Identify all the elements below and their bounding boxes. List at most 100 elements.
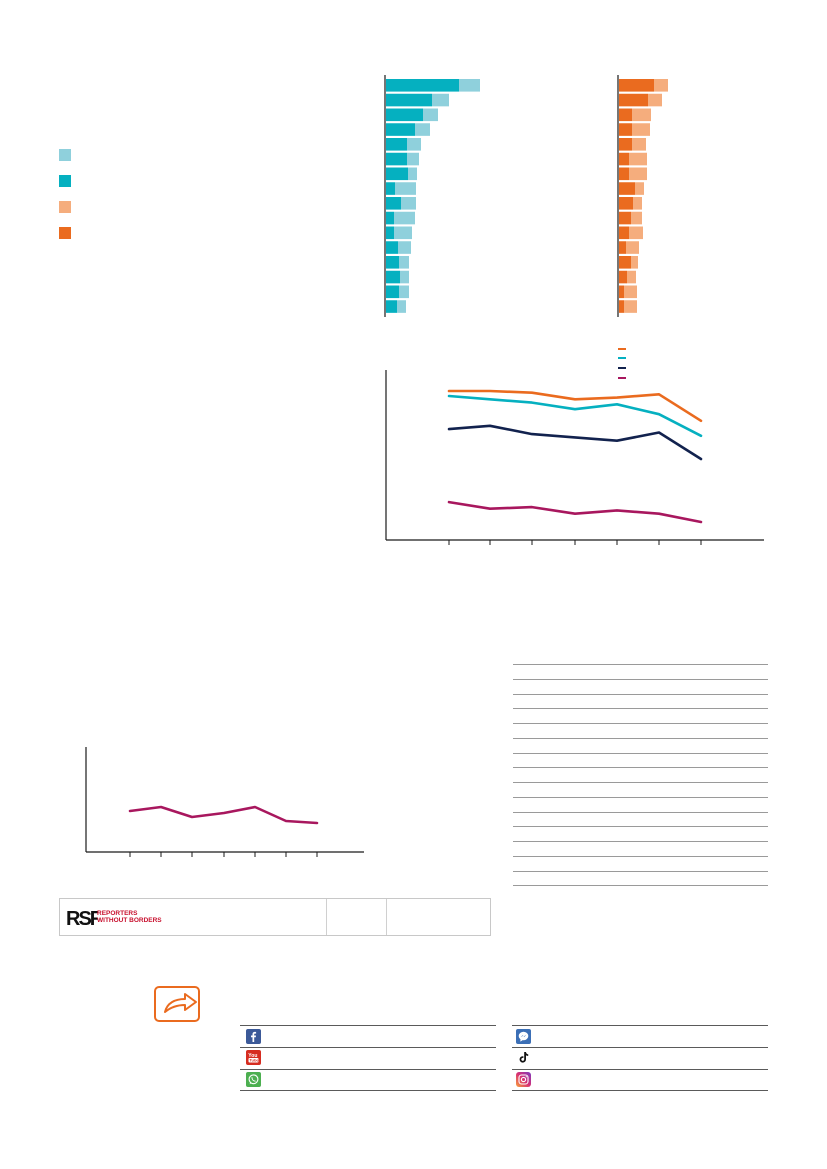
table-row-divider <box>513 826 768 828</box>
youtube-icon[interactable]: You Tube <box>246 1050 261 1065</box>
line-legend-navy <box>618 367 626 369</box>
orange-bar-6-seg-1 <box>619 152 629 166</box>
table-row-divider <box>513 678 768 680</box>
teal-bar-1-seg-1 <box>386 79 459 92</box>
orange-bar-10-seg-1 <box>619 211 631 225</box>
share-divider <box>512 1025 768 1026</box>
orange-bar-7-seg-2 <box>629 167 647 181</box>
line-series-4 <box>447 500 703 524</box>
teal-bar-9-seg-1 <box>386 197 401 210</box>
orange-bar-2-seg-2 <box>648 93 662 107</box>
table-row-divider <box>513 664 768 665</box>
orange-bar-2-seg-1 <box>619 93 648 107</box>
teal-bar-13-seg-1 <box>386 256 399 269</box>
orange-bar-3-seg-2 <box>632 108 651 122</box>
rsf-logo-mark: RSF <box>66 908 98 929</box>
table-row-divider <box>513 767 768 769</box>
table-row-divider <box>513 855 768 857</box>
teal-bar-4-seg-1 <box>386 123 415 136</box>
teal-bar-8-seg-1 <box>386 182 395 195</box>
line-series-3 <box>447 424 703 461</box>
orange-bar-4-seg-1 <box>619 123 632 136</box>
share-divider <box>240 1047 496 1048</box>
bar-chart-orange <box>617 75 668 317</box>
orange-bar-5-seg-2 <box>632 138 646 151</box>
share-divider <box>240 1090 496 1091</box>
messenger-icon[interactable] <box>516 1029 531 1044</box>
teal-bar-14-seg-1 <box>386 270 400 284</box>
teal-bar-14-seg-2 <box>400 270 409 284</box>
bar-chart-teal <box>384 75 480 317</box>
teal-bar-2-seg-1 <box>386 93 432 107</box>
orange-bar-5-seg-1 <box>619 138 632 151</box>
svg-text:Tube: Tube <box>249 1058 259 1063</box>
facebook-icon[interactable] <box>246 1029 261 1044</box>
share-divider <box>240 1025 496 1026</box>
logo-box: RSF REPORTERS WITHOUT BORDERS <box>59 898 491 936</box>
table-row-divider <box>513 752 768 754</box>
tiktok-icon[interactable] <box>516 1050 531 1065</box>
teal-bar-4-seg-2 <box>415 123 430 136</box>
orange-bar-14-seg-2 <box>627 270 636 284</box>
teal-bar-5-seg-2 <box>407 138 421 151</box>
orange-bar-16-seg-2 <box>624 300 637 313</box>
whatsapp-icon[interactable] <box>246 1072 261 1087</box>
orange-bar-8-seg-1 <box>619 182 635 195</box>
orange-bar-9-seg-1 <box>619 197 633 210</box>
table-row-divider <box>513 708 768 710</box>
orange-bar-11-seg-2 <box>629 226 643 240</box>
table-row-divider <box>513 796 768 798</box>
instagram-icon[interactable] <box>516 1072 531 1087</box>
table-row-divider <box>513 811 768 813</box>
table-row-divider <box>513 870 768 872</box>
orange-bar-13-seg-2 <box>631 256 638 269</box>
teal-bar-6-seg-2 <box>407 152 419 166</box>
orange-bar-6-seg-2 <box>629 152 647 166</box>
rsf-logo-line2: WITHOUT BORDERS <box>97 917 162 924</box>
teal-bar-3-seg-2 <box>423 108 438 122</box>
orange-bar-11-seg-1 <box>619 226 629 240</box>
table-row-divider <box>513 693 768 695</box>
teal-bar-2-seg-2 <box>432 93 449 107</box>
teal-bar-5-seg-1 <box>386 138 407 151</box>
orange-bar-12-seg-2 <box>626 241 639 254</box>
logo-divider-1 <box>326 899 327 935</box>
rsf-logo-mark-text: RSF <box>66 908 98 929</box>
teal-bar-6-seg-1 <box>386 152 407 166</box>
table-row-divider <box>513 841 768 842</box>
orange-bar-15-seg-2 <box>624 285 637 299</box>
teal-bar-12-seg-1 <box>386 241 398 254</box>
legend-swatch-orange-light <box>59 201 71 213</box>
orange-bar-15-seg-1 <box>619 285 624 299</box>
teal-bar-7-seg-2 <box>408 167 417 181</box>
orange-bar-8-seg-2 <box>635 182 644 195</box>
teal-bar-15-seg-1 <box>386 285 399 299</box>
teal-bar-10-seg-2 <box>394 211 415 225</box>
line-legend-teal <box>618 357 626 359</box>
small-line-series-1 <box>128 805 319 825</box>
orange-bar-9-seg-2 <box>633 197 642 210</box>
orange-bar-16-seg-1 <box>619 300 624 313</box>
teal-bar-8-seg-2 <box>395 182 416 195</box>
orange-bar-3-seg-1 <box>619 108 632 122</box>
logo-divider-2 <box>386 899 387 935</box>
share-divider <box>512 1069 768 1070</box>
teal-bar-15-seg-2 <box>399 285 409 299</box>
legend-swatch-teal <box>59 175 71 187</box>
orange-bar-1-seg-2 <box>654 79 668 92</box>
share-divider <box>512 1047 768 1048</box>
share-arrow-icon[interactable] <box>154 984 204 1024</box>
orange-bar-12-seg-1 <box>619 241 626 254</box>
teal-bar-12-seg-2 <box>398 241 411 254</box>
share-divider <box>512 1090 768 1091</box>
teal-bar-11-seg-1 <box>386 226 394 240</box>
teal-bar-1-seg-2 <box>459 79 480 92</box>
line-series-1 <box>447 389 703 423</box>
orange-bar-13-seg-1 <box>619 256 631 269</box>
orange-bar-1-seg-1 <box>619 79 654 92</box>
teal-bar-13-seg-2 <box>399 256 409 269</box>
orange-bar-10-seg-2 <box>631 211 642 225</box>
teal-bar-16-seg-1 <box>386 300 397 313</box>
line-legend-orange <box>618 348 626 350</box>
table-row-divider <box>513 885 768 887</box>
